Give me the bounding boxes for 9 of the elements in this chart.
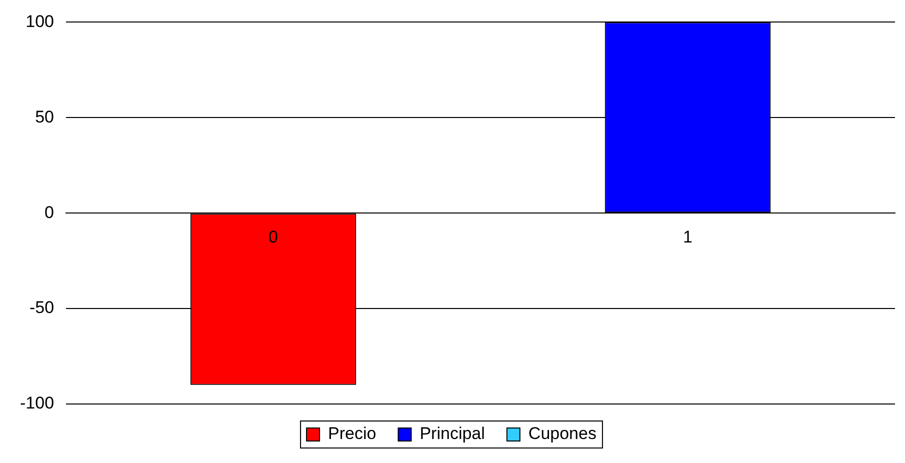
y-tick-label: -50 xyxy=(29,298,54,318)
y-tick-label: 50 xyxy=(35,107,54,126)
y-tick-label: -100 xyxy=(20,394,54,413)
y-tick-label: 0 xyxy=(44,202,54,222)
y-tick-label: 100 xyxy=(26,12,54,31)
legend-label: Cupones xyxy=(528,424,596,444)
legend-label: Precio xyxy=(328,424,376,444)
legend-label: Principal xyxy=(420,424,485,444)
x-tick-label: 1 xyxy=(683,227,692,246)
